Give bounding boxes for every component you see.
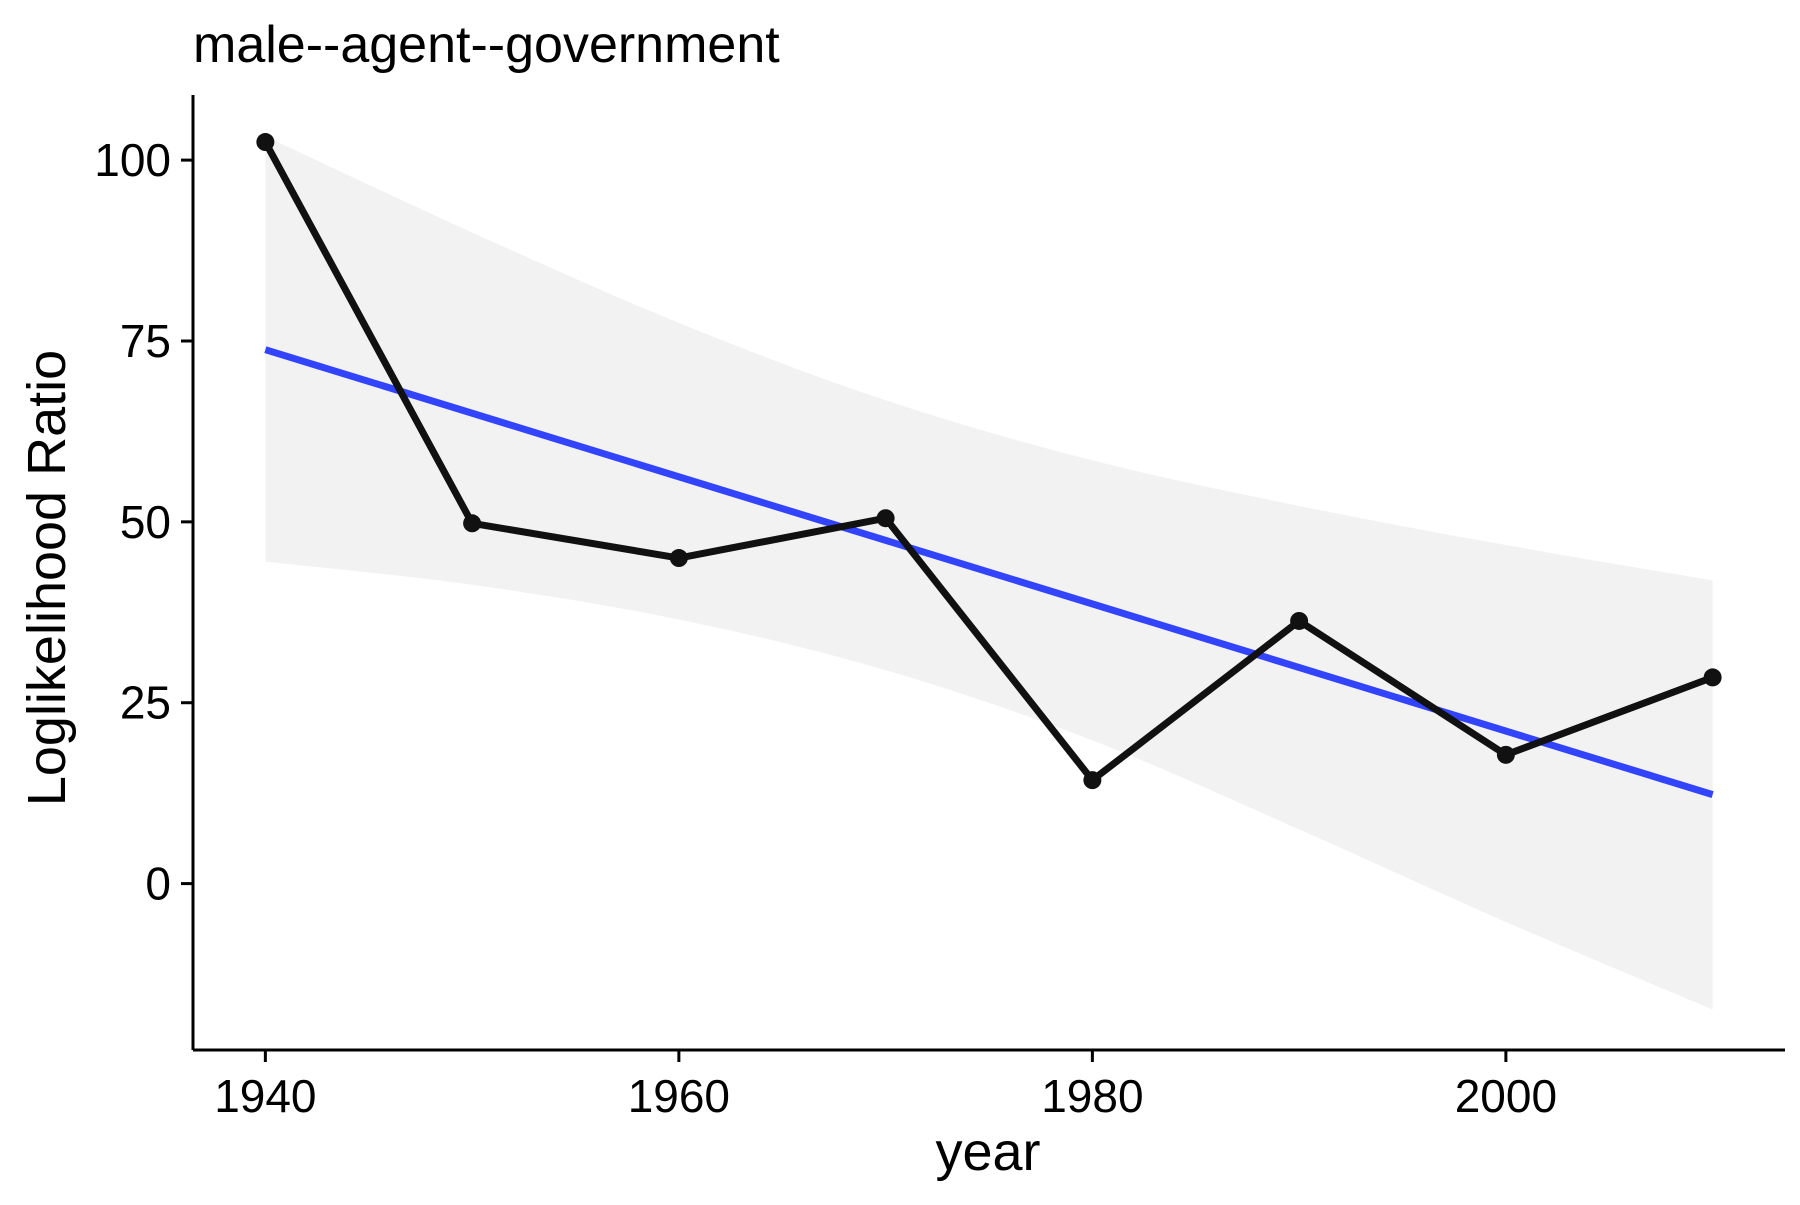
series-line bbox=[261, 138, 1717, 784]
x-tick-label: 1940 bbox=[214, 1070, 316, 1122]
x-tick-label: 2000 bbox=[1455, 1070, 1557, 1122]
y-tick-label: 75 bbox=[120, 315, 171, 367]
chart-title: male--agent--government bbox=[193, 16, 780, 74]
y-tick-label: 25 bbox=[120, 677, 171, 729]
y-tick-label: 0 bbox=[145, 858, 171, 910]
y-tick-label: 100 bbox=[94, 134, 171, 186]
y-tick-label: 50 bbox=[120, 496, 171, 548]
y-axis-title: Loglikelihood Ratio bbox=[17, 350, 77, 806]
data-point bbox=[669, 549, 688, 568]
x-axis-title: year bbox=[935, 1122, 1040, 1182]
data-point bbox=[1290, 611, 1309, 630]
data-point bbox=[463, 514, 482, 533]
x-tick-label: 1980 bbox=[1041, 1070, 1143, 1122]
data-point bbox=[1703, 668, 1722, 687]
data-point bbox=[1083, 771, 1102, 790]
data-point bbox=[256, 133, 275, 152]
data-point bbox=[876, 509, 895, 528]
data-point bbox=[1496, 745, 1515, 764]
x-tick-label: 1960 bbox=[628, 1070, 730, 1122]
trend-line bbox=[264, 346, 1714, 798]
